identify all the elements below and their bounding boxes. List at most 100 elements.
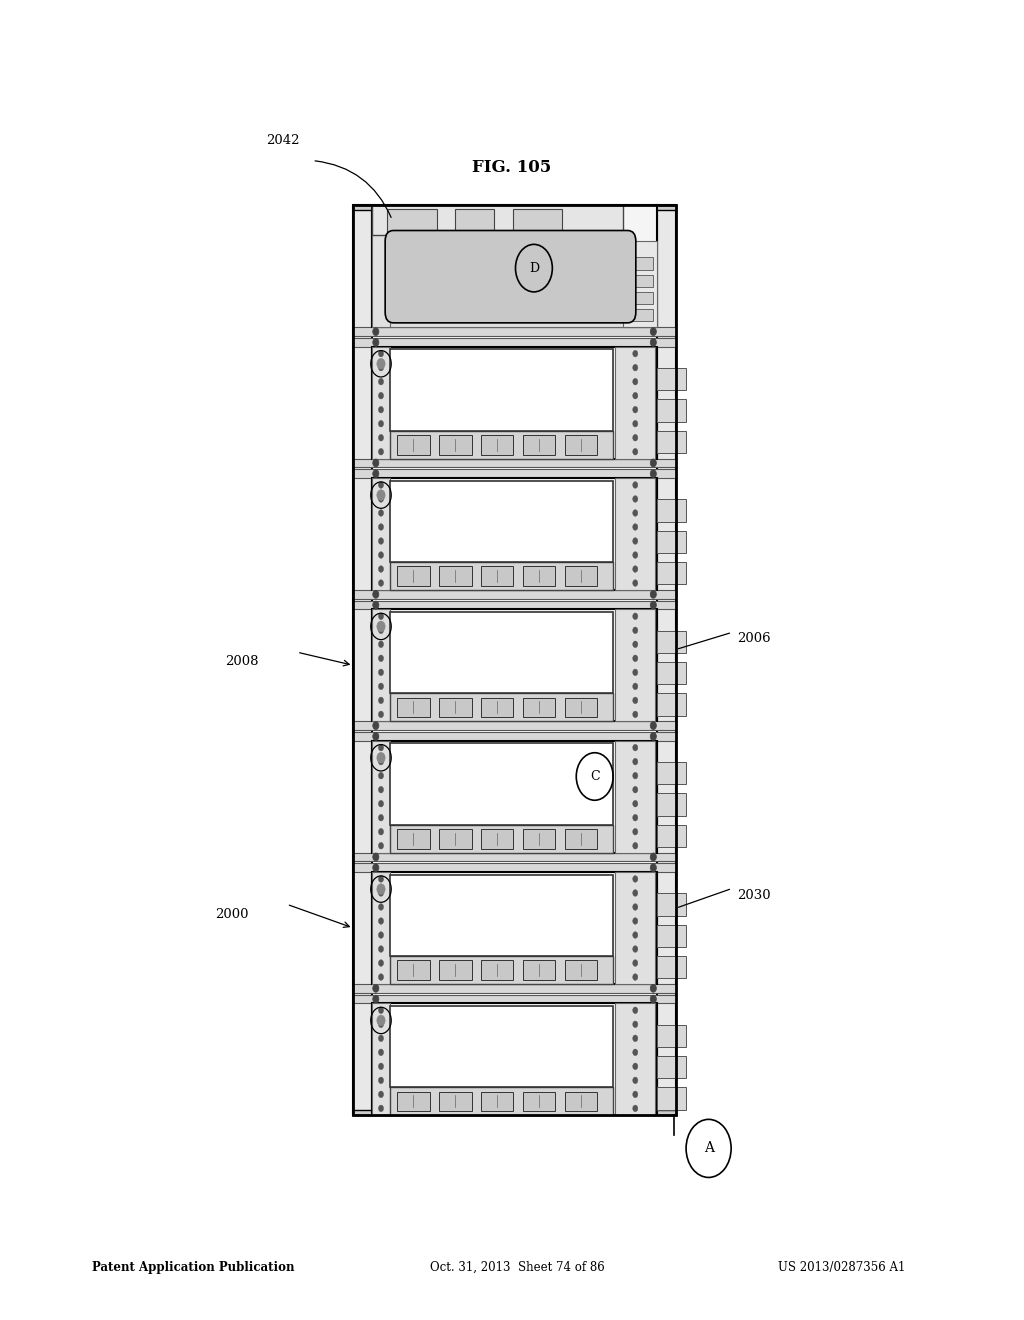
- Circle shape: [633, 682, 638, 689]
- Circle shape: [373, 863, 379, 871]
- Bar: [353, 205, 676, 210]
- Bar: [456, 209, 495, 231]
- Bar: [353, 205, 372, 1115]
- Circle shape: [650, 327, 656, 335]
- Circle shape: [379, 510, 384, 516]
- Circle shape: [633, 1092, 638, 1098]
- Circle shape: [650, 722, 656, 730]
- Bar: [390, 480, 613, 562]
- Circle shape: [379, 1077, 384, 1084]
- Bar: [657, 924, 686, 946]
- Circle shape: [633, 655, 638, 661]
- Circle shape: [373, 459, 379, 467]
- Circle shape: [633, 945, 638, 952]
- Circle shape: [373, 327, 379, 335]
- Bar: [522, 829, 555, 849]
- Circle shape: [379, 932, 384, 939]
- Bar: [439, 697, 471, 717]
- Circle shape: [633, 697, 638, 704]
- Circle shape: [633, 407, 638, 413]
- Bar: [657, 1024, 686, 1047]
- Circle shape: [633, 379, 638, 385]
- Circle shape: [633, 1063, 638, 1069]
- Circle shape: [379, 1035, 384, 1041]
- Circle shape: [373, 338, 379, 346]
- Circle shape: [379, 758, 384, 764]
- Circle shape: [379, 566, 384, 573]
- Bar: [372, 1003, 390, 1115]
- Bar: [480, 434, 513, 454]
- Text: 2008: 2008: [225, 655, 259, 668]
- Circle shape: [379, 496, 384, 503]
- Circle shape: [379, 524, 384, 531]
- Bar: [522, 434, 555, 454]
- Circle shape: [650, 995, 656, 1003]
- Bar: [372, 741, 390, 853]
- Bar: [353, 995, 676, 1003]
- Bar: [372, 1003, 657, 1115]
- Circle shape: [633, 537, 638, 544]
- Circle shape: [633, 524, 638, 531]
- Circle shape: [379, 627, 384, 634]
- Circle shape: [379, 682, 384, 689]
- Bar: [657, 1088, 686, 1110]
- Circle shape: [379, 669, 384, 676]
- Circle shape: [379, 800, 384, 807]
- Circle shape: [633, 579, 638, 586]
- Bar: [480, 697, 513, 717]
- Bar: [397, 1092, 430, 1111]
- Bar: [372, 205, 624, 235]
- Bar: [390, 825, 613, 853]
- Bar: [372, 347, 657, 459]
- Bar: [657, 956, 686, 978]
- Bar: [626, 257, 652, 269]
- Bar: [390, 743, 613, 825]
- Bar: [353, 1110, 676, 1115]
- Bar: [390, 1088, 613, 1115]
- Bar: [390, 430, 613, 459]
- Circle shape: [633, 350, 638, 356]
- Bar: [522, 566, 555, 586]
- Bar: [387, 209, 436, 231]
- Bar: [657, 531, 686, 553]
- Text: 2000: 2000: [215, 908, 249, 921]
- Circle shape: [373, 590, 379, 598]
- Circle shape: [379, 842, 384, 849]
- Circle shape: [379, 974, 384, 981]
- Bar: [615, 1003, 655, 1115]
- Circle shape: [633, 772, 638, 779]
- Bar: [657, 400, 686, 421]
- Circle shape: [379, 642, 384, 648]
- Circle shape: [379, 744, 384, 751]
- Circle shape: [373, 722, 379, 730]
- Bar: [657, 631, 686, 653]
- Bar: [615, 1090, 624, 1113]
- Circle shape: [379, 904, 384, 911]
- Circle shape: [379, 392, 384, 399]
- Circle shape: [379, 420, 384, 426]
- Circle shape: [633, 829, 638, 836]
- Bar: [657, 499, 686, 521]
- Bar: [372, 347, 390, 459]
- Text: 2042: 2042: [266, 135, 300, 148]
- Bar: [390, 1006, 613, 1088]
- Circle shape: [633, 642, 638, 648]
- Circle shape: [633, 1007, 638, 1014]
- Circle shape: [377, 490, 385, 500]
- Bar: [657, 661, 686, 684]
- Bar: [564, 566, 597, 586]
- Bar: [353, 590, 676, 599]
- Circle shape: [379, 772, 384, 779]
- Bar: [615, 610, 655, 722]
- Bar: [522, 697, 555, 717]
- Bar: [615, 696, 624, 718]
- Circle shape: [379, 579, 384, 586]
- Circle shape: [373, 601, 379, 609]
- Bar: [513, 209, 562, 231]
- Circle shape: [379, 449, 384, 455]
- Circle shape: [379, 829, 384, 836]
- Circle shape: [379, 552, 384, 558]
- Circle shape: [633, 890, 638, 896]
- Bar: [390, 693, 613, 722]
- Circle shape: [633, 1035, 638, 1041]
